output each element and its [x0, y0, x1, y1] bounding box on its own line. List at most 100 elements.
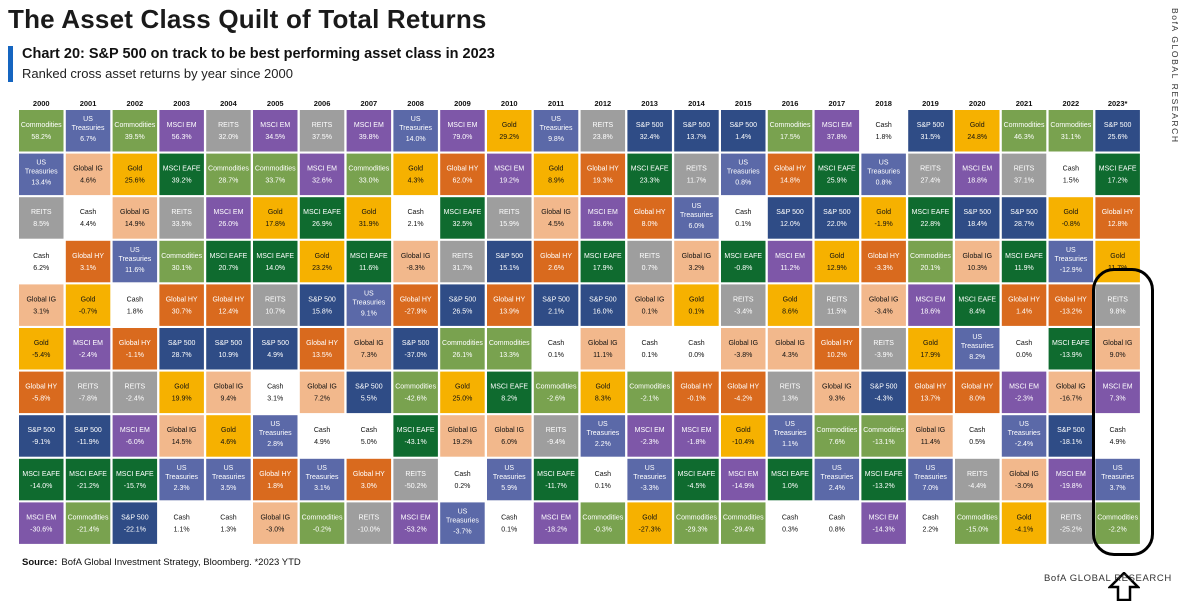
return-value: 13.3%	[499, 352, 519, 359]
quilt-cell-fill	[861, 240, 906, 283]
quilt-cell: MSCI EM 37.8%	[814, 110, 860, 152]
quilt-cell-fill	[299, 328, 345, 370]
asset-label: Cash	[641, 340, 657, 347]
asset-label: MSCI EM	[494, 166, 524, 173]
quilt-cell: S&P 500 4.9%	[253, 328, 298, 370]
quilt-cell-fill	[533, 328, 579, 370]
year-header: 2014	[688, 99, 706, 108]
asset-label: Global IG	[1009, 471, 1039, 478]
quilt-cell: Global HY -5.8%	[19, 371, 64, 414]
quilt-cell: US Treasuries 9.1%	[346, 284, 392, 326]
asset-label: Commodities	[957, 514, 998, 521]
quilt-cell-fill	[627, 110, 672, 152]
asset-label: Commodities	[770, 122, 811, 129]
page-title: The Asset Class Quilt of Total Returns	[8, 4, 487, 34]
quilt-cell-fill	[112, 153, 158, 196]
quilt-cell: S&P 500 -4.3%	[861, 371, 906, 414]
asset-label: S&P 500	[402, 340, 430, 347]
return-value: 14.0%	[406, 136, 426, 143]
asset-label: MSCI EAFE	[1005, 253, 1043, 260]
return-value: 6.0%	[688, 223, 704, 230]
quilt-cell-fill	[861, 371, 906, 414]
asset-label: Global HY	[166, 296, 198, 303]
quilt-cell-fill	[487, 197, 532, 239]
quilt-cell-fill	[767, 197, 813, 239]
quilt-cell-fill	[1001, 458, 1047, 501]
quilt-cell-fill	[1048, 328, 1094, 370]
quilt-cell-fill	[955, 284, 1000, 326]
asset-label: Cash	[735, 209, 751, 216]
quilt-cell-fill	[533, 502, 579, 544]
quilt-cell-fill	[159, 110, 204, 152]
asset-label: Global HY	[306, 340, 338, 347]
quilt-cell: MSCI EM 34.5%	[253, 110, 298, 152]
quilt-cell: MSCI EAFE 14.0%	[253, 240, 298, 283]
quilt-cell: S&P 500 -37.0%	[393, 328, 438, 370]
asset-label: Gold	[736, 427, 751, 434]
asset-label: MSCI EM	[401, 514, 431, 521]
asset-label-line2: Treasuries	[259, 430, 292, 437]
quilt-cell-fill	[159, 371, 204, 414]
return-value: 62.0%	[453, 178, 473, 185]
quilt-cell: Cash 2.2%	[908, 502, 953, 544]
quilt-cell: Global HY 2.6%	[533, 240, 579, 283]
up-arrow-icon	[1108, 572, 1140, 601]
quilt-cell: Global IG -3.4%	[861, 284, 906, 326]
quilt-cell: MSCI EM -14.9%	[721, 458, 766, 501]
asset-label: MSCI EM	[167, 122, 197, 129]
quilt-cell-fill	[908, 240, 953, 283]
quilt-cell: Commodities 17.5%	[767, 110, 813, 152]
asset-label: MSCI EAFE	[724, 253, 762, 260]
asset-label: Global IG	[214, 384, 244, 391]
quilt-cell-fill	[955, 415, 1000, 457]
return-value: -18.2%	[545, 526, 567, 533]
asset-label-line1: US	[1113, 465, 1123, 472]
quilt-cell: Global IG 4.3%	[767, 328, 813, 370]
asset-label: Cash	[1109, 427, 1125, 434]
return-value: -7.8%	[79, 396, 97, 403]
asset-label: Cash	[33, 253, 49, 260]
quilt-cell: Global HY -0.1%	[674, 371, 719, 414]
quilt-cell-fill	[1095, 371, 1140, 414]
return-value: 46.3%	[1014, 134, 1034, 141]
asset-label: Cash	[314, 427, 330, 434]
return-value: -2.3%	[1015, 396, 1033, 403]
quilt-cell-fill	[65, 371, 111, 414]
quilt-cell-fill	[1001, 240, 1047, 283]
quilt-cell-fill	[159, 502, 204, 544]
quilt-cell-fill	[861, 284, 906, 326]
quilt-cell-fill	[580, 284, 626, 326]
quilt-cell: Gold 23.2%	[299, 240, 345, 283]
asset-label: MSCI EAFE	[537, 471, 575, 478]
quilt-cell-fill	[1048, 458, 1094, 501]
quilt-cell-fill	[440, 110, 485, 152]
quilt-cell: S&P 500 -22.1%	[112, 502, 158, 544]
asset-label: Global IG	[26, 296, 56, 303]
quilt-cell-fill	[346, 502, 392, 544]
asset-label: Global HY	[540, 253, 572, 260]
return-value: -21.2%	[77, 483, 99, 490]
asset-label: MSCI EAFE	[771, 471, 809, 478]
return-value: -10.0%	[358, 526, 380, 533]
quilt-cell-fill	[206, 328, 251, 370]
asset-label-line2: Treasuries	[680, 212, 713, 219]
quilt-cell-fill	[955, 328, 1000, 370]
return-value: 0.1%	[642, 352, 658, 359]
quilt-cell-fill	[440, 415, 485, 457]
quilt-cell-fill	[674, 328, 719, 370]
asset-label-line2: Treasuries	[399, 125, 432, 132]
quilt-cell: Cash 2.1%	[393, 197, 438, 239]
quilt-cell: Cash 0.2%	[440, 458, 485, 501]
asset-label: Global HY	[634, 209, 666, 216]
return-value: 11.2%	[780, 265, 799, 272]
asset-label: Gold	[455, 384, 470, 391]
return-value: 12.4%	[219, 308, 239, 315]
quilt-cell-fill	[65, 153, 111, 196]
asset-label: Global IG	[401, 253, 431, 260]
return-value: -2.4%	[126, 396, 144, 403]
asset-label: REITS	[31, 209, 52, 216]
return-value: 0.5%	[969, 439, 985, 446]
return-value: 17.9%	[593, 265, 613, 272]
quilt-cell-fill	[206, 502, 251, 544]
asset-label: Commodities	[442, 340, 483, 347]
